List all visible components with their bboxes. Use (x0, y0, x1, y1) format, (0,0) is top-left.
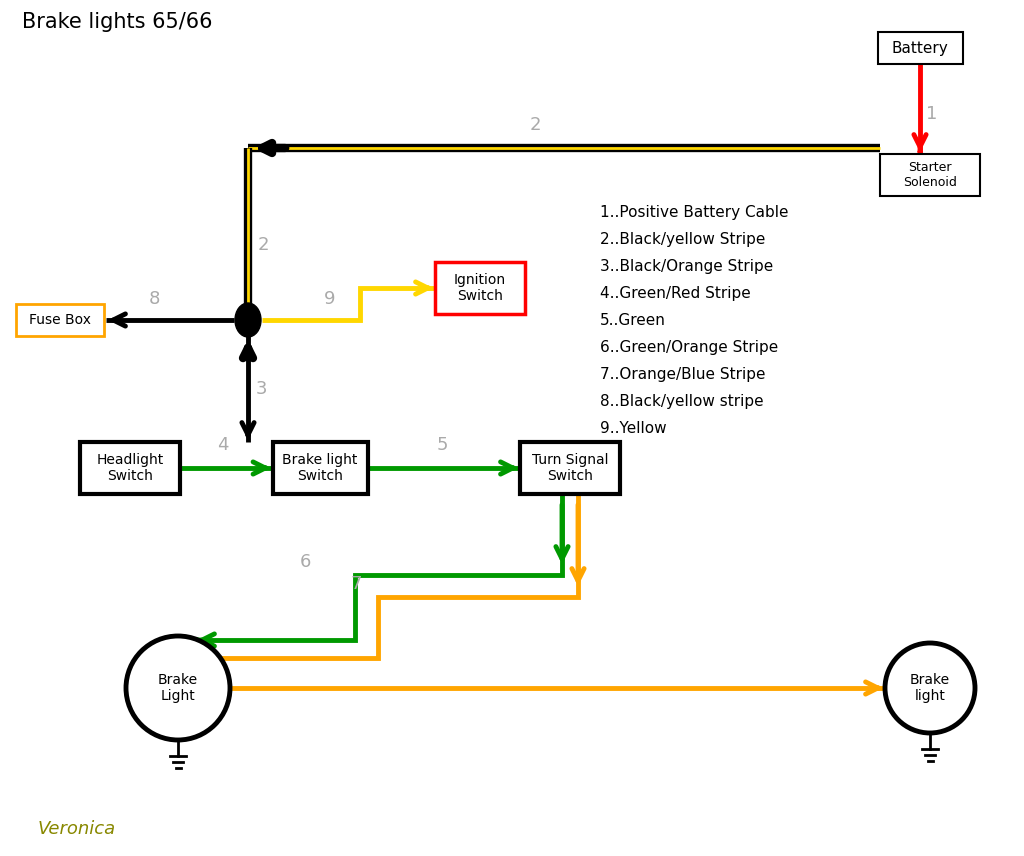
Text: 2: 2 (530, 116, 542, 134)
Text: Fuse Box: Fuse Box (29, 313, 91, 327)
Text: 2..Black/yellow Stripe: 2..Black/yellow Stripe (600, 232, 765, 247)
Text: 4..Green/Red Stripe: 4..Green/Red Stripe (600, 286, 751, 301)
Text: 6: 6 (300, 553, 311, 571)
Text: 4: 4 (217, 436, 228, 454)
Bar (272, 442, 368, 494)
Circle shape (126, 636, 230, 740)
Text: 3: 3 (256, 380, 267, 398)
Text: Brake light
Switch: Brake light Switch (283, 453, 357, 483)
Bar (520, 442, 620, 494)
Text: Brake
Light: Brake Light (158, 673, 198, 703)
Bar (880, 154, 980, 196)
Text: 6..Green/Orange Stripe: 6..Green/Orange Stripe (600, 340, 778, 355)
Circle shape (885, 643, 975, 733)
Text: Ignition
Switch: Ignition Switch (454, 273, 506, 303)
Bar (16, 304, 104, 336)
Text: 9: 9 (324, 290, 336, 308)
Text: Starter
Solenoid: Starter Solenoid (903, 161, 957, 189)
Text: Turn Signal
Switch: Turn Signal Switch (531, 453, 608, 483)
Text: Veronica: Veronica (38, 820, 116, 838)
Bar (80, 442, 180, 494)
Text: 8: 8 (150, 290, 161, 308)
Text: 1: 1 (926, 105, 937, 123)
Text: 5: 5 (437, 436, 449, 454)
Text: 1..Positive Battery Cable: 1..Positive Battery Cable (600, 205, 788, 220)
Text: 2: 2 (258, 236, 269, 254)
Text: 5..Green: 5..Green (600, 313, 666, 328)
Text: Battery: Battery (892, 40, 948, 56)
Text: Brake lights 65/66: Brake lights 65/66 (22, 12, 213, 32)
Text: 8..Black/yellow stripe: 8..Black/yellow stripe (600, 394, 764, 409)
Text: Headlight
Switch: Headlight Switch (96, 453, 164, 483)
Text: Brake
light: Brake light (910, 673, 950, 703)
Bar (878, 32, 963, 64)
Text: 3..Black/Orange Stripe: 3..Black/Orange Stripe (600, 259, 773, 274)
Text: 9..Yellow: 9..Yellow (600, 421, 667, 436)
Text: 7: 7 (350, 575, 361, 593)
Ellipse shape (234, 303, 261, 337)
Text: 7..Orange/Blue Stripe: 7..Orange/Blue Stripe (600, 367, 766, 382)
Bar (435, 262, 525, 314)
